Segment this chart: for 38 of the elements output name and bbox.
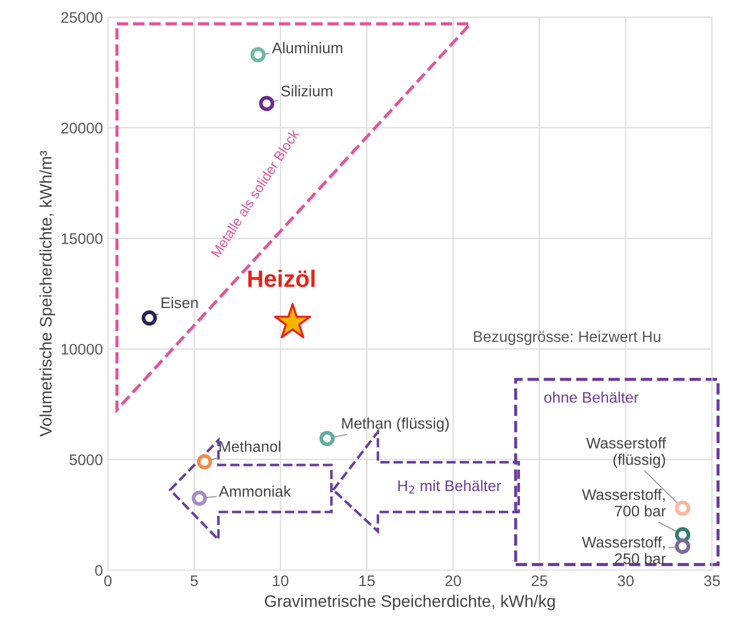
point — [196, 454, 212, 470]
annotation: Eisen — [162, 296, 198, 308]
annotation: Aluminium — [272, 42, 342, 54]
annotation: Wasserstoff, 700 bar — [582, 488, 666, 516]
point — [259, 96, 274, 112]
y-tick-label: 0 — [95, 564, 102, 576]
annotation: H$_{2}$ mit Behälter — [398, 480, 502, 494]
x-tick-label: 10 — [273, 575, 288, 586]
x-tick-label: 25 — [532, 575, 548, 586]
x-tick-label: 35 — [704, 575, 720, 586]
x-tick-label: 0 — [104, 575, 112, 586]
x-tick-label: 15 — [359, 576, 375, 586]
x-tick-label: 5 — [190, 576, 198, 586]
point — [675, 527, 690, 542]
annotation: Heizöl — [248, 270, 315, 288]
point — [142, 310, 157, 326]
point — [250, 47, 266, 62]
point — [675, 538, 690, 554]
y-axis-title: Volumetrische Speicherdichte, kWh/m³ — [39, 150, 55, 437]
annotation: Ammoniak — [218, 486, 291, 497]
x-axis-title: Gravimetrische Speicherdichte, kWh/kg — [264, 594, 555, 610]
x-tick-label: 30 — [618, 575, 634, 586]
y-tick-label: 15000 — [62, 233, 102, 244]
annotation: Bezugsgrösse: Heizwert Hu — [474, 330, 660, 346]
point — [192, 490, 207, 506]
point — [319, 430, 335, 446]
y-tick-label: 20000 — [61, 122, 102, 134]
annotation: Wasserstoff, 250 bar — [582, 536, 666, 564]
y-tick-label: 10000 — [62, 344, 102, 355]
annotation: ohne Behälter — [544, 392, 638, 403]
y-tick-label: 25000 — [61, 12, 102, 23]
annotation: Silizium — [281, 85, 332, 96]
annotation: Methanol — [220, 440, 280, 452]
x-tick-label: 20 — [445, 575, 461, 586]
annotation: Wasserstoff (flüssig) — [586, 437, 666, 468]
point — [675, 500, 690, 516]
annotation: Methan (flüssig) — [342, 418, 449, 432]
y-tick-label: 5000 — [70, 454, 102, 466]
